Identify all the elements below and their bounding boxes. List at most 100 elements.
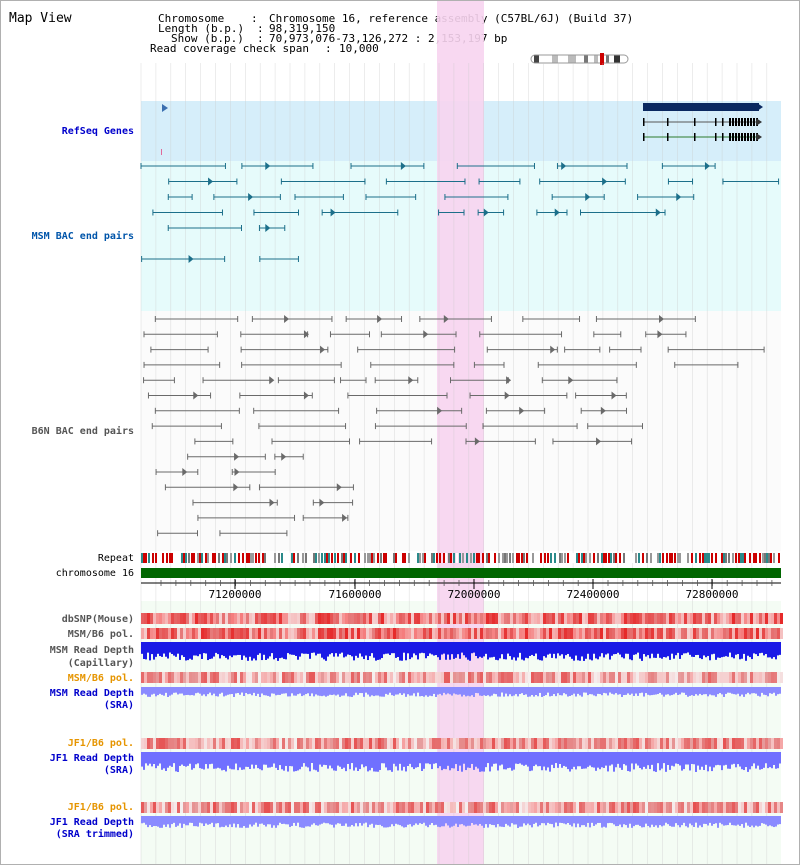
track-label-dbsnp[interactable]: dbSNP(Mouse) — [61, 614, 134, 625]
jf1-depth-trim-bar — [769, 816, 771, 826]
msm-pol-heat-cell — [333, 628, 336, 639]
dbsnp-heat-cell — [318, 613, 321, 624]
msm-depth-sra-bar — [737, 687, 739, 694]
repeat-feature — [278, 553, 280, 563]
repeat-feature — [585, 553, 587, 563]
jf1-pol-trim-heat-cell — [369, 802, 372, 813]
repeat-feature — [193, 553, 195, 563]
jf1-depth-trim-bar — [735, 816, 737, 826]
dbsnp-heat-cell — [381, 613, 384, 624]
msm-pol-heat-cell — [669, 628, 672, 639]
jf1-depth-sra-bar — [529, 752, 531, 772]
jf1-pol-heat-cell — [630, 738, 633, 749]
track-label-jf1-depth-trim[interactable]: JF1 Read Depth — [49, 817, 134, 828]
track-label-msm-depth-cap[interactable]: MSM Read Depth — [49, 645, 134, 656]
jf1-pol-trim-heat-cell — [720, 802, 723, 813]
jf1-depth-sra-bar — [317, 752, 319, 772]
track-label-msm-b6-pol-1[interactable]: MSM/B6 pol. — [67, 629, 134, 640]
jf1-depth-sra-bar — [321, 752, 323, 767]
repeat-feature — [506, 553, 508, 563]
jf1-depth-sra-bar — [727, 752, 729, 769]
refseq-exon — [694, 133, 696, 141]
msm-depth-sra-bar — [565, 687, 567, 695]
msm-pol-heat-cell — [630, 628, 633, 639]
msm-depth-cap-bar — [279, 642, 281, 659]
msm-depth-sra-bar — [263, 687, 265, 696]
track-label-jf1-b6-pol-2[interactable]: JF1/B6 pol. — [67, 802, 134, 813]
jf1-pol-trim-heat-cell — [246, 802, 249, 813]
track-label-refseq[interactable]: RefSeq Genes — [61, 126, 134, 137]
msm-pol-sra-heat-cell — [339, 672, 342, 683]
msm-depth-cap-bar — [283, 642, 285, 659]
msm-depth-cap-bar — [565, 642, 567, 656]
jf1-depth-sra-bar — [435, 752, 437, 764]
repeat-feature — [207, 553, 209, 563]
repeat-feature — [572, 553, 574, 563]
msm-pol-sra-heat-cell — [549, 672, 552, 683]
b6n-bac-pair-arrow — [377, 315, 383, 323]
msm-depth-cap-bar — [545, 642, 547, 658]
jf1-depth-sra-bar — [253, 752, 255, 769]
msm-depth-cap-bar — [277, 642, 279, 661]
jf1-depth-sra-bar — [505, 752, 507, 770]
track-label-jf1-b6-pol-1[interactable]: JF1/B6 pol. — [67, 738, 134, 749]
msm-pol-sra-heat-cell — [774, 672, 777, 683]
msm-depth-cap-bar — [525, 642, 527, 658]
jf1-depth-sra-bar — [471, 752, 473, 764]
dbsnp-heat-cell — [189, 613, 192, 624]
msm-pol-sra-heat-cell — [696, 672, 699, 683]
msm-depth-cap-bar — [327, 642, 329, 657]
b6n-bac-pair-arrow — [233, 483, 239, 492]
jf1-depth-sra-bar — [375, 752, 377, 772]
jf1-depth-sra-bar — [581, 752, 583, 769]
msm-pol-heat-cell — [366, 628, 369, 639]
msm-depth-cap-bar — [239, 642, 241, 655]
msm-depth-cap-bar — [223, 642, 225, 657]
jf1-depth-sra-bar — [635, 752, 637, 764]
track-label-msm-bac[interactable]: MSM BAC end pairs — [31, 231, 134, 242]
jf1-pol-trim-heat-cell — [780, 802, 783, 813]
jf1-depth-sra-bar — [633, 752, 635, 770]
jf1-depth-trim-bar — [397, 816, 399, 825]
msm-pol-heat-cell — [438, 628, 441, 639]
msm-pol-heat-cell — [321, 628, 324, 639]
repeat-feature — [380, 553, 382, 563]
dbsnp-heat-cell — [762, 613, 765, 624]
msm-depth-sra-bar — [427, 687, 429, 697]
repeat-feature — [414, 553, 416, 563]
jf1-pol-trim-heat-cell — [579, 802, 582, 813]
msm-pol-sra-heat-cell — [567, 672, 570, 683]
track-label-jf1-depth-sra[interactable]: JF1 Read Depth — [49, 753, 134, 764]
repeat-feature — [530, 553, 532, 563]
jf1-depth-sra-bar — [397, 752, 399, 771]
jf1-pol-heat-cell — [477, 738, 480, 749]
jf1-pol-trim-heat-cell — [339, 802, 342, 813]
msm-depth-sra-bar — [405, 687, 407, 697]
dbsnp-heat-cell — [294, 613, 297, 624]
jf1-depth-sra-bar — [697, 752, 699, 766]
jf1-pol-trim-heat-cell — [489, 802, 492, 813]
msm-pol-heat-cell — [510, 628, 513, 639]
track-label-b6n-bac[interactable]: B6N BAC end pairs — [31, 426, 134, 437]
msm-depth-cap-bar — [365, 642, 367, 656]
msm-depth-sra-bar — [219, 687, 221, 694]
track-label-msm-b6-pol-2[interactable]: MSM/B6 pol. — [67, 673, 134, 684]
msm-pol-heat-cell — [171, 628, 174, 639]
chromosome-ideogram[interactable] — [530, 53, 630, 65]
jf1-depth-trim-bar — [425, 816, 427, 826]
jf1-pol-trim-heat-cell — [699, 802, 702, 813]
msm-depth-cap-bar — [681, 642, 683, 656]
jf1-pol-trim-heat-cell — [402, 802, 405, 813]
jf1-depth-sra-bar — [659, 752, 661, 771]
msm-depth-sra-bar — [195, 687, 197, 694]
msm-pol-heat-cell — [660, 628, 663, 639]
msm-depth-sra-bar — [353, 687, 355, 696]
polymorphism-tracks — [141, 613, 783, 813]
jf1-pol-heat-cell — [363, 738, 366, 749]
jf1-depth-trim-bar — [233, 816, 235, 824]
msm-depth-cap-bar — [259, 642, 261, 654]
msm-depth-cap-bar — [493, 642, 495, 657]
msm-pol-sra-heat-cell — [372, 672, 375, 683]
track-label-msm-depth-sra[interactable]: MSM Read Depth — [49, 688, 134, 699]
